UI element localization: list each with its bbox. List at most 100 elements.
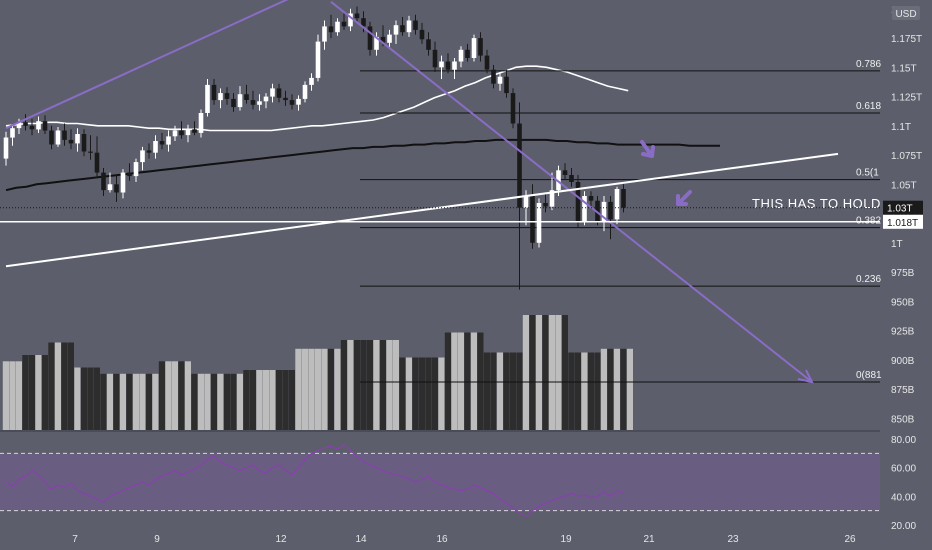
volume-bar	[184, 361, 191, 431]
volume-bar	[262, 370, 269, 430]
candle-body	[439, 61, 444, 68]
candle-body	[224, 93, 230, 99]
volume-bar	[113, 373, 120, 431]
candle-body	[159, 141, 165, 145]
volume-bar	[288, 370, 295, 430]
volume-bar	[22, 355, 29, 430]
volume-bar	[496, 352, 503, 430]
candle-body	[133, 162, 139, 177]
volume-bar	[230, 373, 237, 431]
candle-body	[107, 184, 113, 191]
candle-body	[257, 101, 262, 105]
volume-bar	[451, 332, 458, 430]
price-marker-label: 1.018T	[887, 218, 918, 229]
volume-bar	[425, 357, 432, 430]
candle-body	[504, 76, 509, 94]
candle-body	[354, 13, 360, 19]
price-tick-label: 950B	[891, 297, 915, 308]
volume-bar	[61, 342, 68, 430]
candle-body	[549, 190, 555, 207]
volume-bar	[594, 352, 601, 430]
volume-bar	[158, 361, 165, 431]
candle-body	[127, 172, 132, 177]
trendline	[5, 152, 839, 268]
price-tick-label: 1.15T	[891, 63, 917, 74]
candle-body	[10, 128, 15, 138]
trendline	[5, 0, 289, 130]
candle-body	[621, 189, 626, 208]
candle-body	[114, 184, 119, 193]
volume-bar	[568, 352, 575, 430]
price-marker-box	[883, 200, 923, 215]
volume-bars	[2, 315, 633, 431]
volume-bar	[470, 332, 477, 430]
volume-bar	[347, 340, 354, 430]
volume-bar	[386, 340, 393, 430]
volume-bar	[503, 352, 510, 430]
volume-bar	[535, 315, 542, 430]
candle-body	[185, 129, 191, 136]
candle-body	[237, 94, 243, 108]
candle-body	[302, 84, 308, 99]
volume-bar	[171, 361, 178, 431]
candle-body	[543, 203, 548, 207]
volume-bar	[93, 367, 100, 430]
candle-body	[491, 69, 496, 84]
candle-body	[530, 196, 535, 243]
candle-body	[289, 100, 295, 105]
candle-body	[361, 18, 366, 27]
volume-bar	[457, 332, 464, 430]
candle-body	[393, 25, 399, 35]
candle-body	[81, 134, 87, 152]
candle-body	[49, 130, 54, 145]
time-axis: 7 9 12 14 16 19 21 23 26	[72, 534, 856, 545]
candle-body	[276, 88, 282, 98]
volume-bar	[366, 340, 373, 430]
price-tick-label: 875B	[891, 385, 915, 396]
rsi-tick-label: 60.00	[891, 464, 916, 475]
candle-body	[68, 139, 74, 144]
time-tick-label: 19	[560, 534, 572, 545]
time-tick-label: 14	[355, 534, 367, 545]
price-tick-label: 900B	[891, 356, 915, 367]
price-tick-label: 1.175T	[891, 34, 922, 45]
volume-bar	[360, 340, 367, 430]
candle-body	[172, 130, 178, 137]
volume-bar	[295, 348, 302, 431]
volume-bar	[373, 340, 380, 430]
candle-body	[263, 96, 269, 102]
candle-body	[387, 34, 392, 43]
price-markers: 1.03T 1.018T	[0, 200, 923, 229]
volume-bar	[314, 348, 321, 431]
rsi-axis: 80.00 60.00 40.00 20.00	[891, 435, 916, 532]
volume-bar	[100, 373, 107, 431]
candle-body	[244, 94, 249, 100]
candle-body	[335, 21, 340, 33]
moving-average-line	[5, 65, 629, 132]
volume-bar	[74, 367, 81, 430]
currency-text: USD	[895, 9, 916, 20]
candle-body	[231, 98, 236, 108]
volume-bar	[516, 352, 523, 430]
candle-body	[582, 196, 587, 222]
volume-bar	[48, 342, 55, 430]
price-tick-label: 1.05T	[891, 180, 917, 191]
volume-bar	[301, 348, 308, 431]
arrow-icon	[640, 140, 655, 158]
volume-bar	[269, 370, 276, 430]
candle-body	[432, 49, 438, 68]
volume-bar	[178, 361, 185, 431]
candle-body	[120, 172, 126, 193]
candle-body	[426, 39, 431, 50]
volume-bar	[321, 348, 328, 431]
volume-bar	[139, 373, 146, 431]
volume-bar	[126, 373, 133, 431]
fib-level-label: 0.236	[856, 274, 881, 285]
volume-bar	[444, 332, 451, 430]
volume-bar	[106, 373, 113, 431]
candle-body	[140, 150, 145, 163]
candle-body	[211, 84, 217, 101]
time-tick-label: 26	[844, 534, 856, 545]
candle-body	[283, 97, 288, 101]
